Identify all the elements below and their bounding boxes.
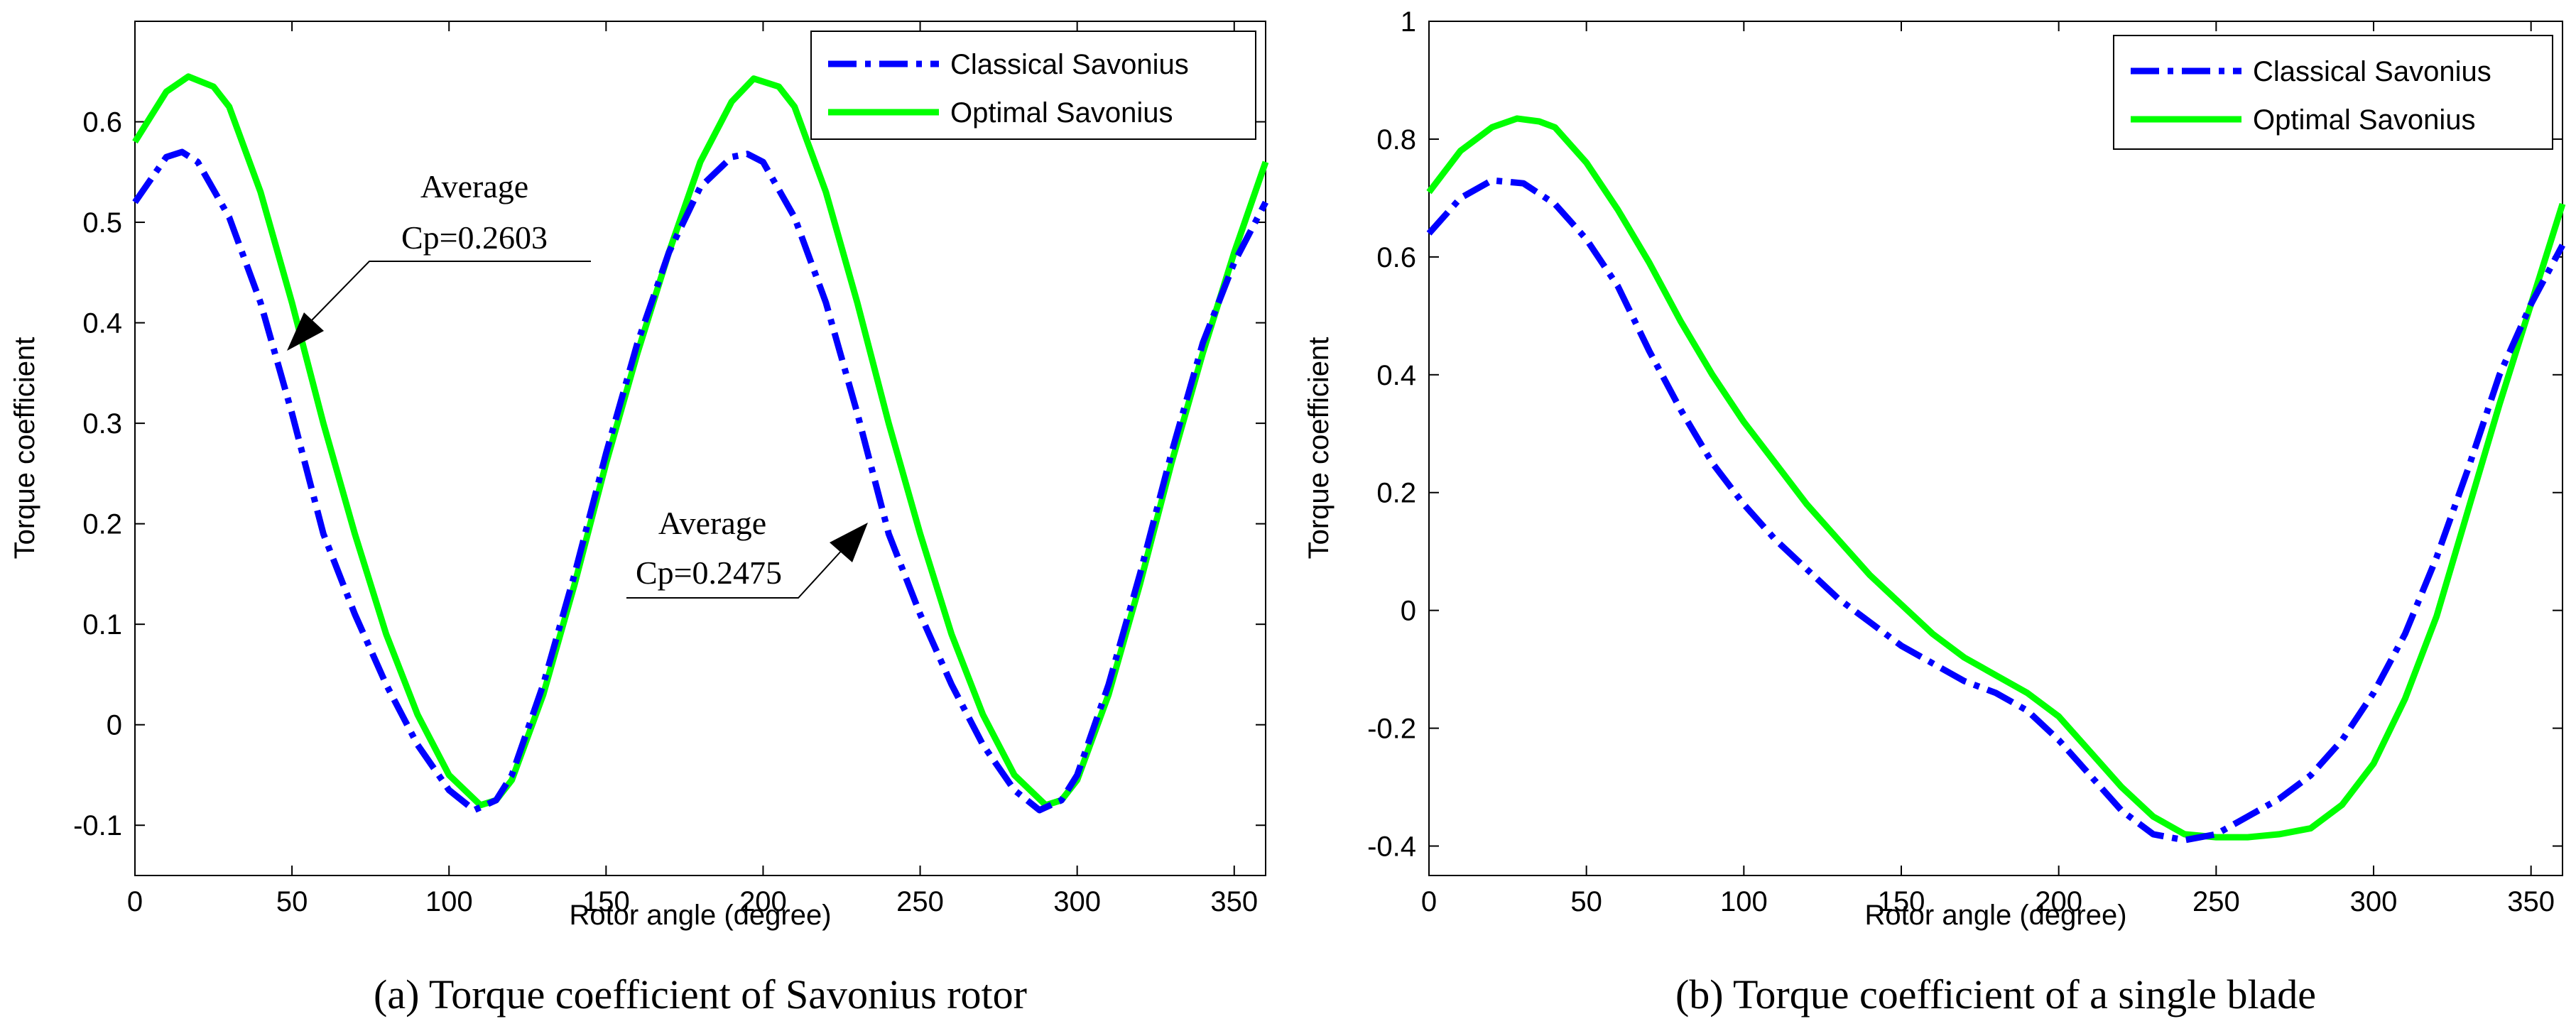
series-group-a xyxy=(132,73,1269,814)
x-tick-label-b: 50 xyxy=(1570,886,1602,917)
y-tick-label-b: 0.4 xyxy=(1376,360,1416,391)
y-tick-label-a: 0.3 xyxy=(82,408,122,440)
x-tick-label-a: 100 xyxy=(425,886,473,917)
y-tick-label-b: -0.2 xyxy=(1367,714,1416,745)
x-tick-label-b: 200 xyxy=(2035,886,2082,917)
legend-label-optimal-b: Optimal Savonius xyxy=(2253,104,2475,136)
y-tick-label-a: -0.1 xyxy=(73,810,122,841)
caption-a: (a) Torque coefficient of Savonius rotor xyxy=(374,971,1027,1018)
y-tick-label-b: 0.2 xyxy=(1376,478,1416,509)
x-tick-label-b: 100 xyxy=(1720,886,1768,917)
chart-panel-a: 0 50 100 150 200 250 300 350 -0.1 0 0.1 0.2 0.3 0.4 0.… xyxy=(9,21,1269,1018)
y-tick-label-a: 0.1 xyxy=(82,609,122,640)
x-tick-label-a: 0 xyxy=(127,886,143,917)
x-tick-label-b: 350 xyxy=(2507,886,2555,917)
legend-box-b xyxy=(2113,35,2553,150)
series-group-b xyxy=(1426,115,2566,844)
y-tick-label-a: 0 xyxy=(107,710,122,741)
plot-area-a xyxy=(134,21,1266,876)
annotation-1-a: Average Cp=0.2603 xyxy=(287,168,591,351)
series-line-classical-b xyxy=(1426,177,2565,844)
legend-b: Classical Savonius Optimal Savonius xyxy=(2113,35,2553,150)
x-tick-label-a: 200 xyxy=(739,886,787,917)
y-tick-label-b: -0.4 xyxy=(1367,831,1416,863)
y-tick-label-a: 0.4 xyxy=(82,308,122,339)
x-tick-label-a: 50 xyxy=(276,886,308,917)
y-tick-label-b: 0 xyxy=(1401,596,1416,627)
x-tick-label-a: 150 xyxy=(582,886,630,917)
x-tick-label-b: 150 xyxy=(1878,886,1925,917)
annotation-2-a: Average Cp=0.2475 xyxy=(626,505,868,599)
x-tick-label-a: 300 xyxy=(1053,886,1101,917)
legend-label-classical-a: Classical Savonius xyxy=(950,49,1189,80)
x-tick-label-a: 350 xyxy=(1210,886,1258,917)
y-tick-label-b: 0.8 xyxy=(1376,124,1416,156)
annotation-2-arrowhead xyxy=(830,523,868,562)
y-axis-label-b: Torque coefficient xyxy=(1303,337,1335,560)
annotation-1-line2: Cp=0.2603 xyxy=(401,219,548,256)
axis-ticks-b: 0 50 100 150 200 250 300 350 -0.4 -0.2 0 0.2 0.4 0.6 0… xyxy=(1367,6,2563,917)
annotation-2-line1: Average xyxy=(658,505,766,541)
legend-a: Classical Savonius Optimal Savonius xyxy=(810,31,1256,140)
x-tick-label-b: 250 xyxy=(2192,886,2240,917)
legend-label-classical-b: Classical Savonius xyxy=(2253,56,2491,87)
y-axis-label-a: Torque coefficient xyxy=(9,337,40,560)
annotation-1-leader xyxy=(310,261,591,322)
y-tick-label-a: 0.2 xyxy=(82,509,122,540)
y-tick-label-b: 1 xyxy=(1401,6,1416,38)
axis-ticks-a: 0 50 100 150 200 250 300 350 -0.1 0 0.1 0.2 0.3 0.4 0.… xyxy=(73,21,1266,917)
annotation-1-line1: Average xyxy=(420,168,528,204)
annotation-2-leader xyxy=(626,547,844,599)
caption-b: (b) Torque coefficient of a single blade xyxy=(1675,971,2316,1018)
legend-label-optimal-a: Optimal Savonius xyxy=(950,97,1173,129)
y-tick-label-b: 0.6 xyxy=(1376,242,1416,273)
plot-area-b xyxy=(1428,21,2563,876)
legend-box-a xyxy=(810,31,1256,140)
chart-panel-b: 0 50 100 150 200 250 300 350 -0.4 -0.2 0 0.2 0.4 0.6 0… xyxy=(1303,6,2566,1018)
x-tick-label-b: 300 xyxy=(2350,886,2398,917)
x-tick-label-a: 250 xyxy=(896,886,944,917)
y-tick-label-a: 0.5 xyxy=(82,207,122,239)
annotation-1-arrowhead xyxy=(287,312,324,351)
series-line-optimal-a xyxy=(132,73,1269,809)
x-axis-label-b: Rotor angle (degree) xyxy=(1864,900,2126,931)
x-axis-label-a: Rotor angle (degree) xyxy=(569,900,831,931)
annotation-2-line2: Cp=0.2475 xyxy=(636,555,782,591)
series-line-optimal-b xyxy=(1426,115,2566,841)
x-tick-label-b: 0 xyxy=(1421,886,1437,917)
y-tick-label-a: 0.6 xyxy=(82,107,122,138)
